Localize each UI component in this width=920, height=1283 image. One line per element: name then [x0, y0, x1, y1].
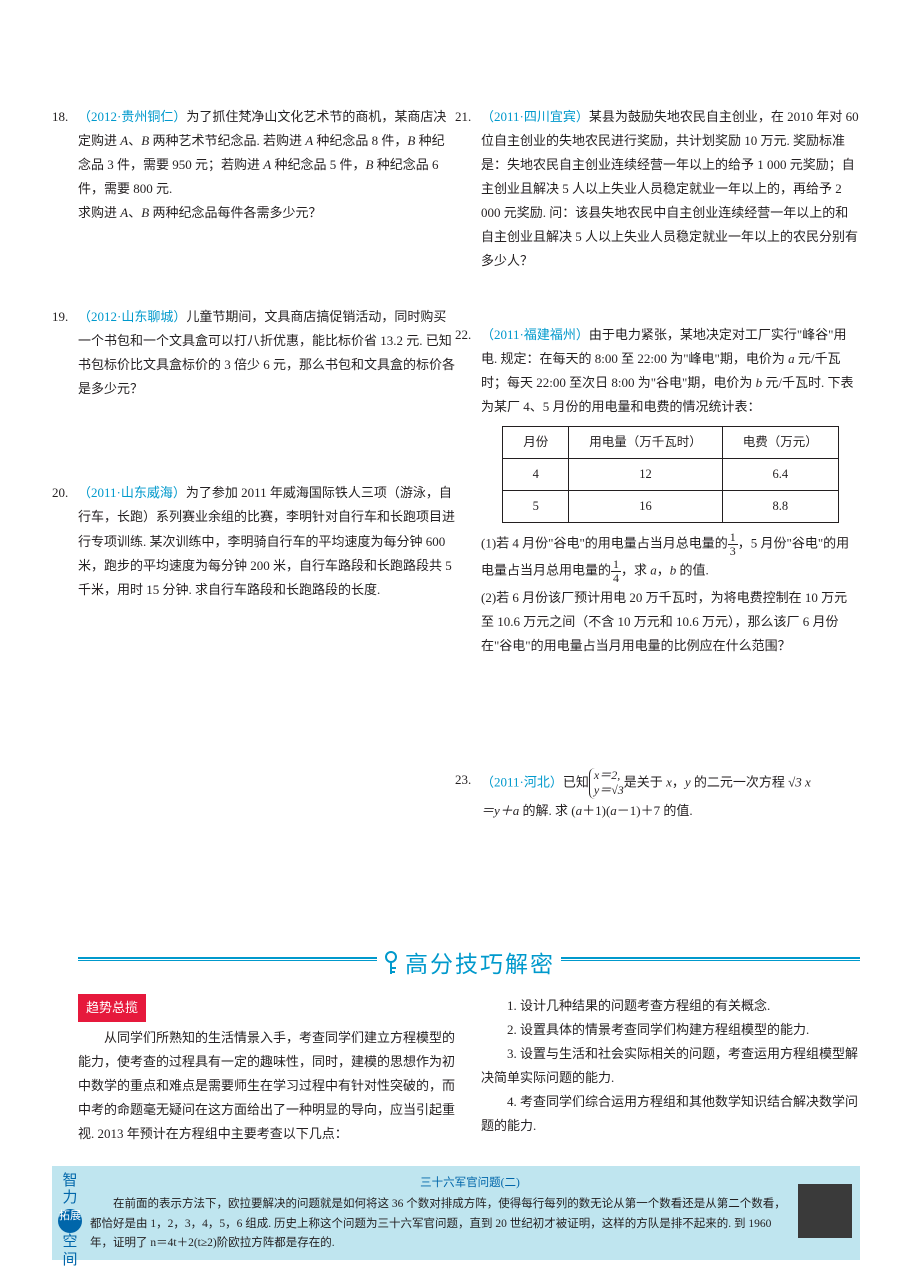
footer-thumbnail [798, 1184, 852, 1238]
table-header: 电费（万元） [722, 426, 838, 458]
problem-22: 22. （2011·福建福州）由于电力紧张，某地决定对工厂实行"峰谷"用电. 规… [481, 323, 860, 657]
problem-number: 20. [52, 481, 68, 505]
section-title: 高分技巧解密 [405, 951, 555, 977]
trend-item: 4. 考查同学们综合运用方程组和其他数学知识结合解决数学问题的能力. [481, 1090, 860, 1138]
section-header: 高分技巧解密 [78, 943, 860, 986]
side-label: 智 力 拓展 空 间 [56, 1172, 84, 1268]
problem-20: 20. （2011·山东威海）为了参加 2011 年威海国际铁人三项（游泳，自行… [78, 481, 457, 601]
trend-text: 从同学们所熟知的生活情景入手，考查同学们建立方程模型的能力，使考查的过程具有一定… [78, 1026, 457, 1146]
footer-box: 智 力 拓展 空 间 三十六军官问题(二) 在前面的表示方法下，欧拉要解决的问题… [52, 1166, 860, 1260]
table-header: 月份 [503, 426, 569, 458]
problem-source: （2012·贵州铜仁） [78, 109, 186, 124]
problem-source: （2011·四川宜宾） [481, 109, 589, 124]
key-icon [383, 950, 403, 976]
problem-number: 22. [455, 323, 471, 347]
problem-number: 23. [455, 768, 471, 792]
problem-number: 21. [455, 105, 471, 129]
problem-number: 19. [52, 305, 68, 329]
problem-19: 19. （2012·山东聊城）儿童节期间，文具商店搞促销活动，同时购买一个书包和… [78, 305, 457, 401]
problem-21: 21. （2011·四川宜宾）某县为鼓励失地农民自主创业，在 2010 年对 6… [481, 105, 860, 273]
usage-table: 月份 用电量（万千瓦时） 电费（万元） 4 12 6.4 5 16 8.8 [502, 426, 839, 523]
subquestion-1: (1)若 4 月份"谷电"的用电量占当月总电量的13，5 月份"谷电"的用电量占… [481, 531, 860, 586]
problem-source: （2012·山东聊城） [78, 309, 186, 324]
trend-item: 3. 设置与生活和社会实际相关的问题，考查运用方程组模型解决简单实际问题的能力. [481, 1042, 860, 1090]
trend-item: 1. 设计几种结果的问题考查方程组的有关概念. [481, 994, 860, 1018]
footer-title: 三十六军官问题(二) [90, 1174, 850, 1194]
problem-18: 18. （2012·贵州铜仁）为了抓住梵净山文化艺术节的商机，某商店决定购进 A… [78, 105, 457, 225]
problem-number: 18. [52, 105, 68, 129]
problem-23: 23. （2011·河北）已知x＝2,y＝√3是关于 x，y 的二元一次方程 √… [481, 768, 860, 823]
table-header: 用电量（万千瓦时） [569, 426, 723, 458]
problem-source: （2011·山东威海） [78, 485, 186, 500]
trend-badge: 趋势总揽 [78, 994, 146, 1022]
footer-body: 在前面的表示方法下，欧拉要解决的问题就是如何将这 36 个数对排成方阵，使得每行… [90, 1195, 850, 1254]
table-row: 5 16 8.8 [503, 490, 839, 522]
trend-item: 2. 设置具体的情景考查同学们构建方程组模型的能力. [481, 1018, 860, 1042]
problem-source: （2011·河北） [481, 774, 563, 789]
subquestion-2: (2)若 6 月份该厂预计用电 20 万千瓦时，为将电费控制在 10 万元至 1… [481, 586, 860, 658]
table-row: 4 12 6.4 [503, 458, 839, 490]
problem-source: （2011·福建福州） [481, 327, 589, 342]
